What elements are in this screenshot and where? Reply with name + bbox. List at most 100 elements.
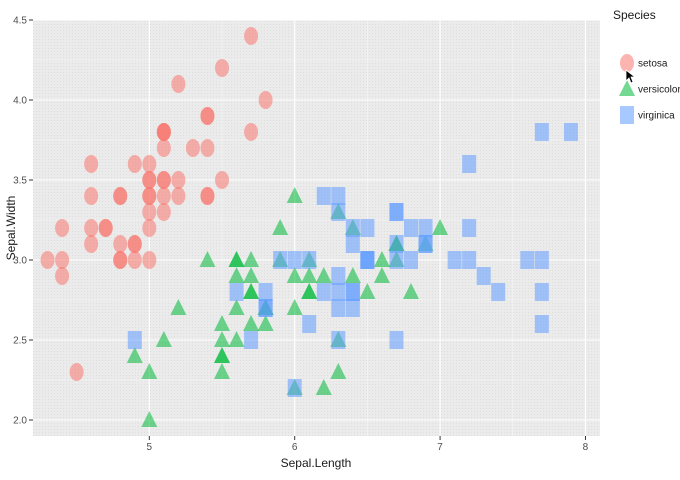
legend-label-setosa: setosa — [638, 59, 668, 70]
data-points — [40, 27, 578, 427]
setosa-point — [84, 187, 99, 205]
virginica-point — [258, 283, 273, 301]
setosa-point — [55, 267, 70, 285]
legend: Species setosa versicolor virginica — [613, 8, 680, 124]
virginica-point — [345, 299, 360, 317]
y-tick-label: 4.5 — [13, 16, 27, 27]
setosa-point — [244, 123, 259, 141]
versicolor-point — [373, 251, 390, 267]
legend-items: setosa versicolor virginica — [619, 54, 680, 124]
versicolor-point — [141, 363, 158, 379]
virginica-point — [331, 267, 346, 285]
virginica-point — [534, 315, 549, 333]
versicolor-point — [286, 267, 303, 283]
virginica-point — [462, 251, 477, 269]
setosa-point — [55, 251, 70, 269]
setosa-point — [156, 187, 171, 205]
x-tick-label: 7 — [437, 442, 443, 453]
setosa-point — [84, 235, 99, 253]
virginica-point — [316, 187, 331, 205]
versicolor-point — [315, 379, 332, 395]
virginica-point — [331, 187, 346, 205]
x-tick-label: 5 — [147, 442, 153, 453]
versicolor-point — [373, 267, 390, 283]
setosa-point — [171, 187, 186, 205]
virginica-point — [244, 331, 259, 349]
versicolor-point — [214, 331, 230, 347]
plot-panel — [33, 20, 600, 436]
legend-label-virginica: virginica — [638, 111, 675, 122]
legend-title: Species — [613, 8, 656, 22]
versicolor-point — [170, 299, 187, 315]
virginica-point — [389, 251, 404, 269]
setosa-point — [142, 171, 157, 189]
versicolor-point — [228, 299, 245, 315]
versicolor-point — [228, 267, 245, 283]
virginica-point — [491, 283, 506, 301]
mouse-cursor-icon — [625, 69, 637, 84]
axis-ticks: 5 6 7 8 2.0 2.5 3.0 3.5 4.0 4.5 — [13, 16, 589, 454]
setosa-point — [258, 91, 273, 109]
virginica-point — [404, 251, 418, 269]
setosa-point — [142, 203, 157, 221]
series-setosa — [40, 27, 273, 381]
legend-key-virginica — [620, 106, 634, 124]
versicolor-point — [228, 251, 245, 267]
versicolor-point — [301, 267, 318, 283]
virginica-point — [316, 283, 331, 301]
virginica-point — [345, 235, 360, 253]
virginica-point — [462, 219, 477, 237]
legend-label-versicolor: versicolor — [638, 85, 680, 96]
virginica-point — [273, 251, 288, 269]
virginica-point — [331, 283, 346, 301]
virginica-point — [389, 331, 404, 349]
virginica-point — [462, 155, 477, 173]
versicolor-point — [315, 267, 332, 283]
setosa-point — [156, 123, 171, 141]
virginica-point — [563, 123, 578, 141]
setosa-point — [200, 107, 215, 125]
setosa-point — [171, 75, 186, 93]
y-axis-title: Sepal.Width — [4, 196, 18, 261]
virginica-point — [418, 219, 433, 237]
setosa-point — [40, 251, 55, 269]
versicolor-point — [243, 315, 260, 331]
setosa-point — [142, 251, 157, 269]
versicolor-point — [228, 331, 245, 347]
y-tick-label: 3.0 — [13, 256, 27, 267]
virginica-point — [404, 219, 418, 237]
versicolor-point — [286, 187, 303, 203]
setosa-point — [200, 187, 215, 205]
virginica-point — [534, 123, 549, 141]
grid-lines — [33, 19, 600, 436]
versicolor-point — [243, 251, 260, 267]
versicolor-point — [301, 283, 318, 299]
virginica-point — [302, 251, 317, 269]
virginica-point — [447, 251, 462, 269]
setosa-point — [215, 59, 229, 77]
virginica-point — [127, 331, 142, 349]
virginica-point — [360, 251, 375, 269]
virginica-point — [331, 331, 346, 349]
legend-key-setosa — [620, 54, 634, 72]
versicolor-point — [257, 315, 274, 331]
setosa-point — [156, 139, 171, 157]
virginica-point — [331, 203, 346, 221]
y-tick-label: 2.5 — [13, 336, 27, 347]
setosa-point — [84, 155, 99, 173]
virginica-point — [287, 379, 302, 397]
versicolor-point — [155, 331, 172, 347]
setosa-point — [127, 155, 142, 173]
setosa-point — [127, 251, 142, 269]
virginica-point — [287, 251, 302, 269]
versicolor-point — [243, 267, 260, 283]
setosa-point — [84, 219, 99, 237]
legend-key-versicolor — [619, 80, 635, 96]
versicolor-point — [214, 347, 230, 363]
setosa-point — [142, 219, 157, 237]
x-tick-label: 8 — [583, 442, 589, 453]
setosa-point — [127, 235, 142, 253]
setosa-point — [142, 155, 157, 173]
versicolor-point — [344, 267, 361, 283]
